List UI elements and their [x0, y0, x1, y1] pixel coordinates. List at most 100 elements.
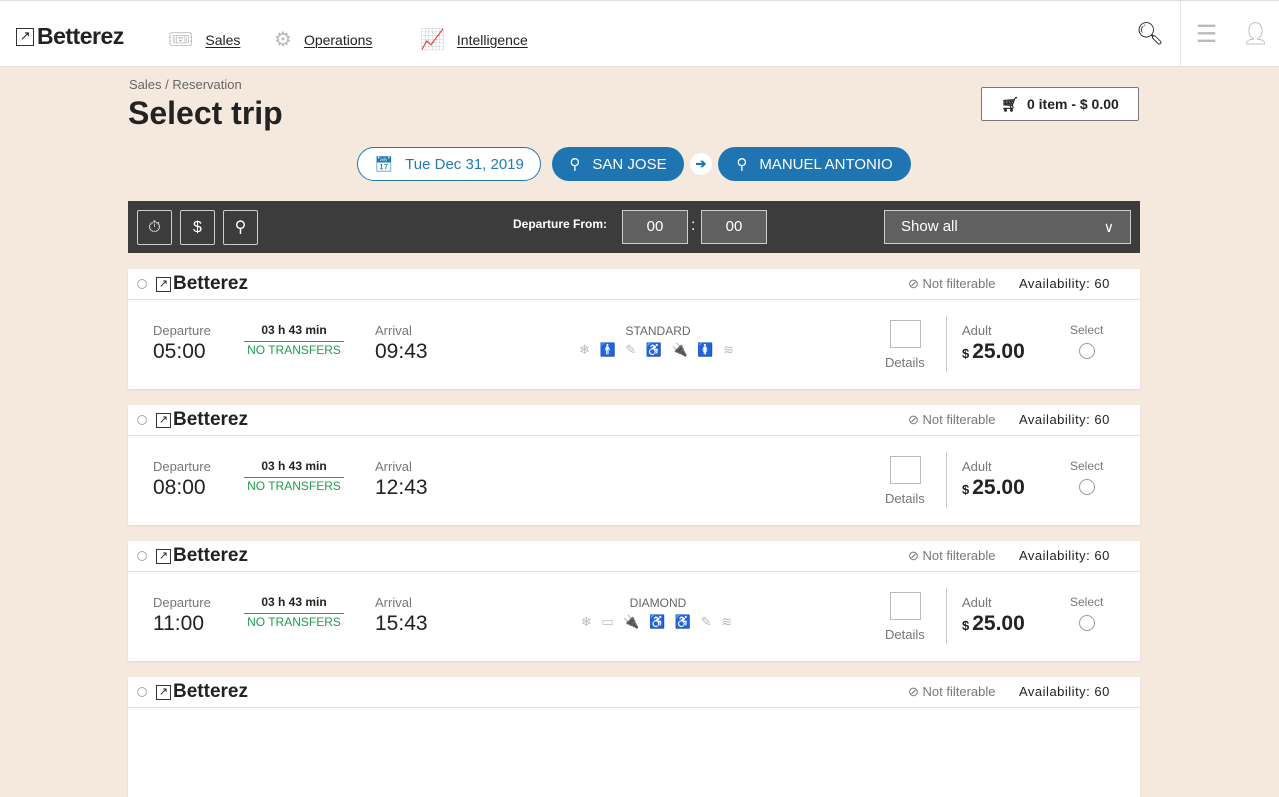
duration: 03 h 43 min [261, 323, 327, 337]
trip-card: ↗ Betterez ⊘ Not filterable Availability:… [128, 405, 1140, 525]
adult-label: Adult [962, 595, 992, 610]
availability: Availability: 60 [1019, 412, 1110, 427]
show-select[interactable]: Show all ∨ [884, 210, 1131, 244]
select-trip-radio[interactable] [1079, 615, 1095, 631]
origin-button[interactable]: ⚲ SAN JOSE [552, 147, 684, 181]
ticket-icon: 🎟 [168, 29, 194, 51]
brand-name: Betterez [37, 23, 124, 49]
divider [946, 588, 947, 644]
nav-sales[interactable]: 🎟 Sales [168, 27, 240, 52]
details-link[interactable]: Details [885, 491, 925, 506]
trip-card-header: ↗ Betterez ⊘ Not filterable Availability:… [128, 405, 1140, 436]
date-picker[interactable]: 📅︎ Tue Dec 31, 2019 [357, 147, 541, 181]
ban-icon: ⊘ [908, 548, 919, 563]
amenities-icons: ❄ 🚹 ✎ ♿ 🔌 🚺 ≋ [578, 342, 738, 357]
duration: 03 h 43 min [261, 459, 327, 473]
nav-label: Operations [303, 31, 373, 48]
currency: $ [962, 482, 970, 497]
not-filterable-label: Not filterable [922, 276, 996, 291]
operator-name: Betterez [173, 409, 248, 430]
details-link[interactable]: Details [885, 355, 925, 370]
select-trip-radio[interactable] [1079, 479, 1095, 495]
availability: Availability: 60 [1019, 276, 1110, 291]
operator-logo: ↗ Betterez [156, 409, 248, 431]
ban-icon: ⊘ [908, 684, 919, 699]
departure-time: 11:00 [153, 612, 204, 635]
minute-input[interactable]: 00 [701, 210, 767, 244]
not-filterable-label: Not filterable [922, 684, 996, 699]
sort-price-button[interactable]: $ [180, 210, 215, 245]
map-pin-icon: ⚲ [736, 156, 748, 173]
ban-icon: ⊘ [908, 412, 919, 427]
arrival-label: Arrival [375, 595, 412, 610]
user-icon[interactable]: 👤︎ [1241, 21, 1270, 46]
price: $25.00 [962, 476, 1025, 500]
departure-from-label: Departure From: [513, 217, 608, 231]
date-value: Tue Dec 31, 2019 [405, 155, 524, 173]
trip-card-header: ↗ Betterez ⊘ Not filterable Availability:… [128, 677, 1140, 708]
duration: 03 h 43 min [261, 595, 327, 609]
nav-operations[interactable]: ⚙ Operations [274, 27, 372, 52]
details-link[interactable]: Details [885, 627, 925, 642]
not-filterable-label: Not filterable [922, 412, 996, 427]
departure-label: Departure [153, 323, 211, 338]
operator-logo: ↗ Betterez [156, 681, 248, 703]
amenities-icons: ❄ ▭ 🔌 ♿ ♿ ✎ ≋ [580, 614, 736, 629]
top-nav: ↗ Betterez 🎟 Sales ⚙ Operations 📈 Intelligen… [0, 0, 1279, 67]
trip-card: ↗ Betterez ⊘ Not filterable Availability:… [128, 677, 1140, 797]
trip-card-header: ↗ Betterez ⊘ Not filterable Availability:… [128, 541, 1140, 572]
price: $25.00 [962, 612, 1025, 636]
availability: Availability: 60 [1019, 548, 1110, 563]
circle-icon [137, 687, 147, 697]
brand-logo[interactable]: ↗ Betterez [16, 23, 124, 50]
no-transfers: NO TRANSFERS [244, 341, 344, 357]
availability: Availability: 60 [1019, 684, 1110, 699]
origin-value: SAN JOSE [592, 155, 667, 173]
select-label: Select [1070, 595, 1104, 609]
operator-logo: ↗ Betterez [156, 273, 248, 295]
adult-label: Adult [962, 459, 992, 474]
menu-icon[interactable]: ☰ [1180, 1, 1232, 67]
divider [946, 452, 947, 508]
arrow-right-icon: ➔ [690, 153, 712, 175]
logo-arrow-icon: ↗ [16, 27, 34, 46]
service-class: STANDARD [625, 324, 691, 338]
ban-icon: ⊘ [908, 276, 919, 291]
cart-button[interactable]: 🛒︎ 0 item - $ 0.00 [981, 87, 1139, 121]
trip-card-header: ↗ Betterez ⊘ Not filterable Availability:… [128, 269, 1140, 300]
search-icon[interactable]: 🔍︎ [1136, 21, 1164, 46]
hour-input[interactable]: 00 [622, 210, 688, 244]
calendar-icon: 📅︎ [374, 156, 394, 173]
sort-time-button[interactable]: ⏱ [137, 210, 172, 245]
no-transfers: NO TRANSFERS [244, 613, 344, 629]
nav-intelligence[interactable]: 📈 Intelligence [420, 27, 528, 52]
map-icon[interactable] [890, 592, 921, 620]
sort-location-button[interactable]: ⚲ [223, 210, 258, 245]
not-filterable-label: Not filterable [922, 548, 996, 563]
arrival-time: 12:43 [375, 476, 428, 499]
nav-label: Intelligence [456, 31, 528, 48]
page-title: Select trip [128, 95, 283, 131]
chart-line-icon: 📈 [420, 29, 445, 51]
circle-icon [137, 279, 147, 289]
select-trip-radio[interactable] [1079, 343, 1095, 359]
departure-label: Departure [153, 459, 211, 474]
departure-label: Departure [153, 595, 211, 610]
price-value: 25.00 [972, 340, 1025, 363]
no-transfers: NO TRANSFERS [244, 477, 344, 493]
logo-arrow-icon: ↗ [156, 276, 171, 292]
chevron-down-icon: ∨ [1103, 219, 1114, 235]
map-icon[interactable] [890, 456, 921, 484]
departure-time: 08:00 [153, 476, 206, 499]
map-pin-icon: ⚲ [569, 156, 581, 173]
cart-summary: 0 item - $ 0.00 [1026, 96, 1119, 112]
nav-label: Sales [205, 31, 241, 48]
trip-card: ↗ Betterez ⊘ Not filterable Availability:… [128, 541, 1140, 661]
destination-button[interactable]: ⚲ MANUEL ANTONIO [718, 147, 911, 181]
show-value: Show all [901, 218, 958, 235]
not-filterable: ⊘ Not filterable [908, 276, 996, 292]
price-value: 25.00 [972, 476, 1025, 499]
operator-name: Betterez [173, 273, 248, 294]
logo-arrow-icon: ↗ [156, 412, 171, 428]
map-icon[interactable] [890, 320, 921, 348]
